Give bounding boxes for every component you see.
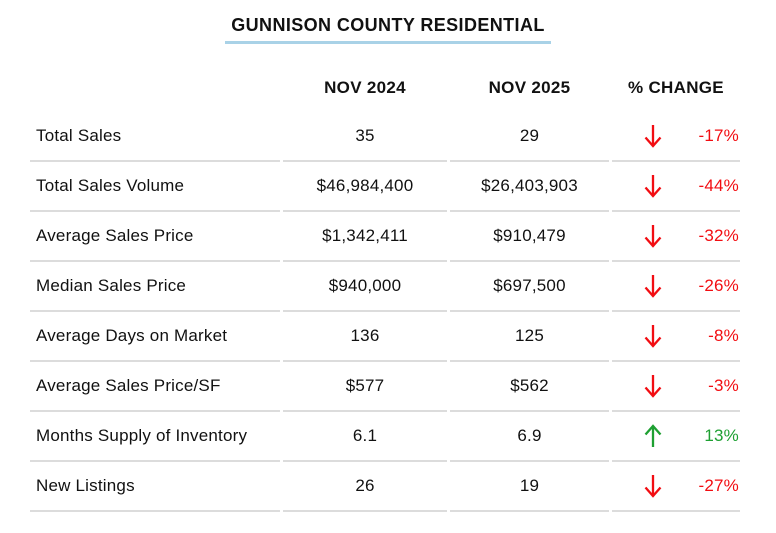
value-nov-2024: $1,342,411 — [283, 212, 447, 262]
change-cell: -17% — [612, 112, 740, 162]
table-row: Months Supply of Inventory 6.1 6.9 13% — [30, 412, 740, 462]
change-percent: -8% — [708, 326, 739, 345]
row-label: New Listings — [30, 462, 280, 512]
metric-column-header — [30, 64, 280, 112]
header-row: NOV 2024 NOV 2025 % CHANGE — [30, 64, 740, 112]
page-title: GUNNISON COUNTY RESIDENTIAL — [225, 15, 551, 44]
table-header: NOV 2024 NOV 2025 % CHANGE — [30, 64, 740, 112]
change-percent: -17% — [698, 126, 739, 145]
value-nov-2025: $562 — [450, 362, 609, 412]
value-nov-2024: 6.1 — [283, 412, 447, 462]
table-row: Total Sales 35 29 -17% — [30, 112, 740, 162]
up-arrow-icon — [642, 423, 664, 449]
change-percent: -44% — [698, 176, 739, 195]
table-row: New Listings 26 19 -27% — [30, 462, 740, 512]
change-cell: 13% — [612, 412, 740, 462]
title-section: GUNNISON COUNTY RESIDENTIAL — [0, 0, 776, 44]
value-nov-2025: $910,479 — [450, 212, 609, 262]
table-row: Median Sales Price $940,000 $697,500 -26… — [30, 262, 740, 312]
change-percent: -27% — [698, 476, 739, 495]
column-header-percent-change: % CHANGE — [628, 78, 724, 97]
row-label: Months Supply of Inventory — [30, 412, 280, 462]
down-arrow-icon — [642, 273, 664, 299]
down-arrow-icon — [642, 173, 664, 199]
row-label: Total Sales Volume — [30, 162, 280, 212]
change-cell: -26% — [612, 262, 740, 312]
row-label: Median Sales Price — [30, 262, 280, 312]
change-percent: -26% — [698, 276, 739, 295]
change-cell: -44% — [612, 162, 740, 212]
down-arrow-icon — [642, 123, 664, 149]
value-nov-2025: 19 — [450, 462, 609, 512]
down-arrow-icon — [642, 373, 664, 399]
change-cell: -8% — [612, 312, 740, 362]
table-row: Total Sales Volume $46,984,400 $26,403,9… — [30, 162, 740, 212]
value-nov-2025: 29 — [450, 112, 609, 162]
row-label: Total Sales — [30, 112, 280, 162]
down-arrow-icon — [642, 223, 664, 249]
value-nov-2025: 6.9 — [450, 412, 609, 462]
value-nov-2024: 35 — [283, 112, 447, 162]
value-nov-2025: $697,500 — [450, 262, 609, 312]
stats-table: NOV 2024 NOV 2025 % CHANGE Total Sales 3… — [27, 64, 743, 512]
change-percent: -32% — [698, 226, 739, 245]
row-label: Average Sales Price — [30, 212, 280, 262]
value-nov-2024: $46,984,400 — [283, 162, 447, 212]
table-row: Average Sales Price $1,342,411 $910,479 … — [30, 212, 740, 262]
change-cell: -3% — [612, 362, 740, 412]
row-label: Average Days on Market — [30, 312, 280, 362]
row-label: Average Sales Price/SF — [30, 362, 280, 412]
column-header-nov-2024: NOV 2024 — [324, 78, 406, 97]
column-header-nov-2025: NOV 2025 — [488, 78, 571, 97]
change-percent: -3% — [708, 376, 739, 395]
value-nov-2024: $940,000 — [283, 262, 447, 312]
down-arrow-icon — [642, 323, 664, 349]
table-row: Average Sales Price/SF $577 $562 -3% — [30, 362, 740, 412]
table-row: Average Days on Market 136 125 -8% — [30, 312, 740, 362]
value-nov-2025: 125 — [450, 312, 609, 362]
change-cell: -32% — [612, 212, 740, 262]
value-nov-2024: 26 — [283, 462, 447, 512]
down-arrow-icon — [642, 473, 664, 499]
value-nov-2024: 136 — [283, 312, 447, 362]
value-nov-2024: $577 — [283, 362, 447, 412]
change-percent: 13% — [704, 426, 739, 445]
value-nov-2025: $26,403,903 — [450, 162, 609, 212]
change-cell: -27% — [612, 462, 740, 512]
